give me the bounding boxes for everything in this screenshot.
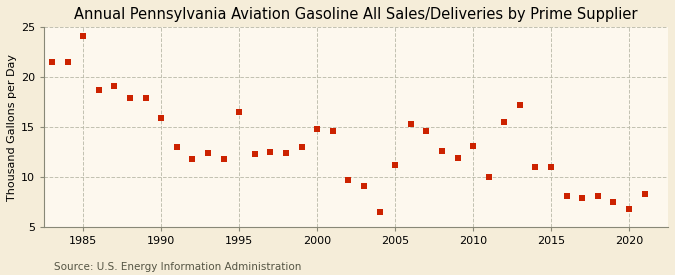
- Point: [374, 210, 385, 214]
- Point: [249, 152, 260, 156]
- Point: [327, 129, 338, 133]
- Point: [358, 184, 369, 188]
- Point: [624, 207, 634, 211]
- Point: [109, 84, 120, 88]
- Point: [234, 110, 244, 114]
- Point: [499, 120, 510, 124]
- Point: [296, 145, 307, 149]
- Point: [437, 149, 448, 153]
- Point: [406, 122, 416, 126]
- Point: [530, 165, 541, 169]
- Point: [468, 144, 479, 148]
- Title: Annual Pennsylvania Aviation Gasoline All Sales/Deliveries by Prime Supplier: Annual Pennsylvania Aviation Gasoline Al…: [74, 7, 638, 22]
- Point: [78, 34, 88, 39]
- Point: [265, 150, 276, 154]
- Point: [312, 127, 323, 131]
- Point: [562, 194, 572, 198]
- Text: Source: U.S. Energy Information Administration: Source: U.S. Energy Information Administ…: [54, 262, 301, 272]
- Point: [452, 156, 463, 160]
- Point: [577, 196, 588, 200]
- Point: [62, 60, 73, 64]
- Point: [156, 116, 167, 120]
- Point: [389, 163, 400, 167]
- Point: [639, 192, 650, 196]
- Point: [545, 165, 556, 169]
- Point: [421, 129, 432, 133]
- Point: [343, 178, 354, 182]
- Point: [608, 200, 619, 204]
- Point: [93, 88, 104, 92]
- Point: [202, 151, 213, 155]
- Y-axis label: Thousand Gallons per Day: Thousand Gallons per Day: [7, 54, 17, 201]
- Point: [483, 175, 494, 179]
- Point: [514, 103, 525, 107]
- Point: [47, 60, 57, 64]
- Point: [593, 194, 603, 198]
- Point: [281, 151, 292, 155]
- Point: [187, 157, 198, 161]
- Point: [140, 96, 151, 100]
- Point: [171, 145, 182, 149]
- Point: [218, 157, 229, 161]
- Point: [125, 96, 136, 100]
